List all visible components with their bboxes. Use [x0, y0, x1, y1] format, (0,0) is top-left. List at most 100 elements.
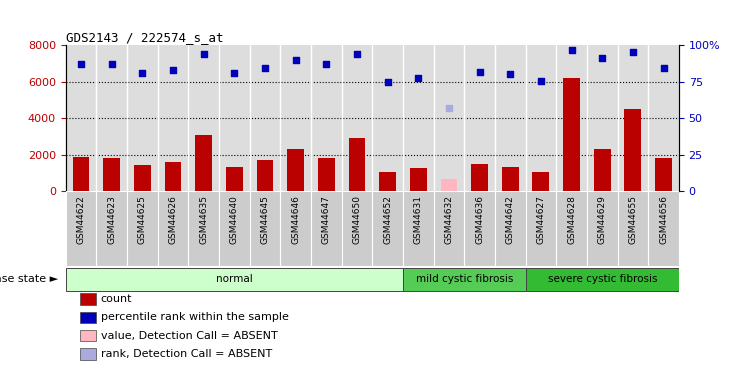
Point	[167, 67, 179, 73]
Text: GSM44635: GSM44635	[199, 195, 208, 244]
Point	[198, 51, 210, 57]
Bar	[379, 172, 396, 191]
Bar	[66, 45, 96, 191]
Bar	[256, 160, 274, 191]
Bar	[188, 191, 219, 266]
Text: GDS2143 / 222574_s_at: GDS2143 / 222574_s_at	[66, 31, 223, 44]
Text: GSM44631: GSM44631	[414, 195, 423, 244]
Point	[504, 71, 516, 77]
Point	[566, 48, 577, 54]
Text: GSM44632: GSM44632	[445, 195, 453, 244]
Bar	[219, 45, 250, 191]
Bar	[434, 45, 464, 191]
Bar	[96, 191, 127, 266]
Bar	[72, 156, 90, 191]
Point	[259, 65, 271, 71]
Text: GSM44626: GSM44626	[169, 195, 177, 244]
Text: count: count	[101, 294, 132, 304]
Bar	[219, 191, 250, 266]
Bar	[195, 135, 212, 191]
Bar	[464, 191, 495, 266]
Bar	[280, 191, 311, 266]
Bar	[226, 166, 243, 191]
Bar	[532, 172, 550, 191]
Point	[382, 80, 393, 86]
Bar	[464, 45, 495, 191]
Text: GSM44646: GSM44646	[291, 195, 300, 244]
Text: GSM44640: GSM44640	[230, 195, 239, 244]
Bar	[158, 45, 188, 191]
Bar	[587, 191, 618, 266]
Bar	[318, 158, 335, 191]
Bar	[372, 191, 403, 266]
Bar	[655, 158, 672, 191]
Text: GSM44655: GSM44655	[629, 195, 637, 244]
Text: severe cystic fibrosis: severe cystic fibrosis	[548, 274, 657, 284]
Text: disease state ►: disease state ►	[0, 274, 58, 284]
Bar	[403, 45, 434, 191]
Text: GSM44629: GSM44629	[598, 195, 607, 244]
Bar	[440, 179, 458, 191]
Bar	[624, 109, 642, 191]
Bar	[158, 191, 188, 266]
Text: percentile rank within the sample: percentile rank within the sample	[101, 312, 288, 322]
Bar	[348, 138, 366, 191]
Bar	[280, 45, 311, 191]
Bar	[372, 45, 403, 191]
Bar	[250, 45, 280, 191]
Bar	[342, 191, 372, 266]
Bar	[66, 268, 403, 291]
Bar	[618, 191, 648, 266]
Bar	[526, 191, 556, 266]
Bar	[526, 268, 679, 291]
Bar	[502, 166, 519, 191]
Bar	[556, 191, 587, 266]
Bar	[526, 45, 556, 191]
Text: rank, Detection Call = ABSENT: rank, Detection Call = ABSENT	[101, 349, 272, 359]
Text: GSM44645: GSM44645	[261, 195, 269, 244]
Bar	[648, 191, 679, 266]
Bar	[127, 191, 158, 266]
Point	[320, 61, 332, 67]
Point	[228, 70, 240, 76]
Bar	[563, 78, 580, 191]
Point	[596, 55, 608, 61]
Text: GSM44623: GSM44623	[107, 195, 116, 244]
Bar	[250, 191, 280, 266]
Bar	[495, 45, 526, 191]
Point	[474, 69, 485, 75]
Bar	[556, 45, 587, 191]
Text: normal: normal	[216, 274, 253, 284]
Bar	[648, 45, 679, 191]
Bar	[342, 45, 372, 191]
Text: GSM44627: GSM44627	[537, 195, 545, 244]
Bar	[593, 149, 611, 191]
Text: GSM44636: GSM44636	[475, 195, 484, 244]
Text: GSM44642: GSM44642	[506, 195, 515, 244]
Bar	[403, 268, 526, 291]
Bar	[587, 45, 618, 191]
Text: GSM44647: GSM44647	[322, 195, 331, 244]
Bar	[471, 164, 488, 191]
Bar	[164, 162, 182, 191]
Text: GSM44656: GSM44656	[659, 195, 668, 244]
Text: mild cystic fibrosis: mild cystic fibrosis	[415, 274, 513, 284]
Point	[75, 61, 87, 67]
Point	[535, 78, 547, 84]
Point	[351, 51, 363, 57]
Text: GSM44625: GSM44625	[138, 195, 147, 244]
Text: value, Detection Call = ABSENT: value, Detection Call = ABSENT	[101, 330, 277, 340]
Point	[412, 75, 424, 81]
Bar	[618, 45, 648, 191]
Bar	[311, 191, 342, 266]
Point	[290, 57, 301, 63]
Bar	[103, 158, 120, 191]
Bar	[287, 149, 304, 191]
Text: GSM44650: GSM44650	[353, 195, 361, 244]
Bar	[188, 45, 219, 191]
Text: GSM44652: GSM44652	[383, 195, 392, 244]
Point	[627, 49, 639, 55]
Bar	[66, 191, 96, 266]
Bar	[96, 45, 127, 191]
Bar	[410, 168, 427, 191]
